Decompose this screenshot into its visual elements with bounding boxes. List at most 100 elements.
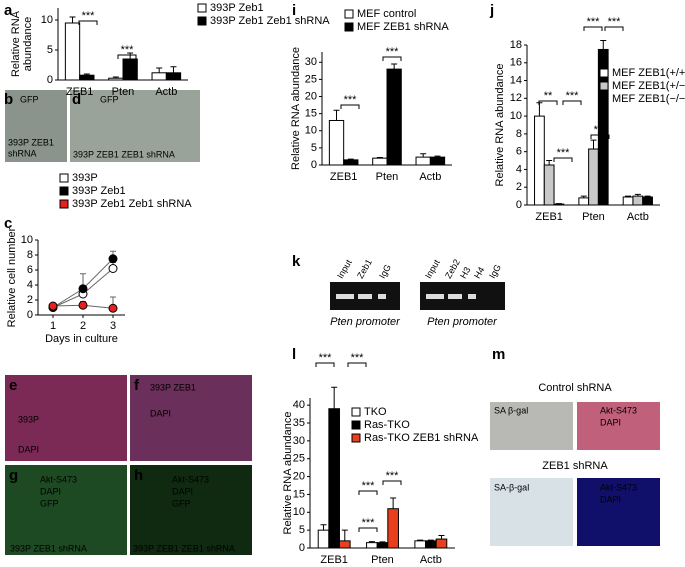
error-bar bbox=[600, 40, 607, 50]
image-label: DAPI bbox=[600, 417, 621, 427]
panel-letter: l bbox=[292, 346, 296, 363]
significance: *** bbox=[344, 94, 358, 106]
error-bar bbox=[112, 76, 119, 79]
bar bbox=[151, 72, 167, 81]
y-tick-label: 5 bbox=[311, 142, 317, 154]
legend-label: MEF control bbox=[357, 8, 416, 20]
bar bbox=[328, 408, 340, 549]
y-tick-label: 6 bbox=[516, 146, 522, 158]
significance: *** bbox=[82, 10, 96, 22]
gel-band bbox=[468, 294, 476, 299]
legend-swatch bbox=[59, 199, 69, 209]
image-label: Akt-S473 bbox=[600, 482, 637, 492]
y-tick-label: 6 bbox=[27, 264, 33, 276]
legend-label: 393P Zeb1 Zeb1 shRNA bbox=[210, 15, 330, 27]
y-tick-label: 10 bbox=[21, 234, 33, 246]
image-label: DAPI bbox=[18, 444, 39, 454]
bar bbox=[122, 58, 138, 81]
legend-swatch bbox=[59, 173, 69, 183]
error-bar bbox=[580, 195, 587, 198]
image-label: Pten promoter bbox=[427, 316, 498, 328]
micrograph bbox=[130, 375, 252, 461]
bar bbox=[386, 68, 402, 166]
image-label: Pten promoter bbox=[330, 316, 401, 328]
error-bar bbox=[341, 529, 348, 541]
bar bbox=[553, 203, 565, 206]
micrograph bbox=[5, 465, 127, 555]
legend-label: MEF ZEB1(+/+) bbox=[612, 67, 685, 79]
image-label: shRNA bbox=[8, 148, 37, 158]
bracket bbox=[78, 20, 98, 25]
x-tick-label: Actb bbox=[420, 554, 442, 566]
error-bar bbox=[391, 63, 398, 70]
y-axis-label: Relative RNA abundance bbox=[282, 412, 294, 535]
y-tick-label: 5 bbox=[299, 524, 305, 536]
image-label: 393P ZEB1 shRNA bbox=[10, 543, 87, 553]
legend-swatch bbox=[599, 81, 609, 91]
significance: *** bbox=[557, 147, 571, 159]
error-bar bbox=[417, 539, 424, 541]
significance: *** bbox=[319, 352, 333, 364]
image-label: Akt-S473 bbox=[40, 474, 77, 484]
point bbox=[108, 254, 118, 264]
micrograph bbox=[577, 402, 660, 450]
legend-label: 393P Zeb1 bbox=[210, 2, 264, 14]
error-bar bbox=[320, 524, 327, 531]
significance: *** bbox=[386, 46, 400, 58]
y-tick-label: 0 bbox=[516, 199, 522, 211]
y-tick-label: 18 bbox=[510, 39, 522, 51]
x-tick-label: 3 bbox=[110, 320, 116, 332]
point bbox=[108, 303, 118, 313]
error-bar bbox=[390, 497, 397, 509]
gel-band bbox=[448, 294, 462, 299]
y-axis-label: Relative RNA bbox=[10, 10, 22, 77]
error-bar bbox=[69, 16, 76, 23]
y-tick-label: 8 bbox=[516, 128, 522, 140]
bar bbox=[387, 508, 399, 549]
legend-label: MEF ZEB1 shRNA bbox=[357, 21, 449, 33]
legend-swatch bbox=[197, 16, 207, 26]
bar bbox=[425, 540, 437, 549]
y-tick-label: 0 bbox=[311, 159, 317, 171]
y-tick-label: 20 bbox=[305, 90, 317, 102]
panel-letter: b bbox=[4, 91, 13, 108]
y-axis-label: abundance bbox=[22, 17, 34, 71]
bracket bbox=[583, 26, 603, 31]
y-tick-label: 4 bbox=[516, 163, 522, 175]
panel-letter: g bbox=[9, 467, 18, 484]
bar bbox=[429, 156, 446, 166]
error-bar bbox=[427, 539, 434, 541]
bar bbox=[338, 540, 351, 549]
image-label: GFP bbox=[40, 498, 59, 508]
image-label: DAPI bbox=[40, 486, 61, 496]
x-tick-label: Pten bbox=[112, 86, 135, 98]
error-bar bbox=[368, 541, 375, 543]
legend-swatch bbox=[197, 3, 207, 13]
y-tick-label: 15 bbox=[305, 108, 317, 120]
panel-letter: k bbox=[292, 253, 301, 270]
bar bbox=[79, 74, 95, 81]
y-axis-label: Relative RNA abundance bbox=[494, 64, 506, 187]
bracket bbox=[590, 134, 610, 139]
gel-band bbox=[336, 294, 354, 299]
bracket bbox=[382, 56, 402, 61]
x-tick-label: Pten bbox=[371, 554, 394, 566]
bar bbox=[165, 72, 182, 81]
significance: *** bbox=[351, 352, 365, 364]
image-label: H4 bbox=[472, 265, 486, 280]
bar bbox=[366, 542, 378, 549]
y-tick-label: 2 bbox=[27, 294, 33, 306]
x-tick-label: ZEB1 bbox=[66, 86, 94, 98]
y-tick-label: 14 bbox=[510, 74, 522, 86]
image-label: Akt-S473 bbox=[172, 474, 209, 484]
legend-label: 393P Zeb1 Zeb1 shRNA bbox=[72, 198, 192, 210]
bar bbox=[328, 119, 345, 166]
point bbox=[108, 264, 118, 273]
image-label: 393P ZEB1 ZEB1 shRNA bbox=[133, 543, 235, 553]
panel-letter: m bbox=[492, 346, 505, 363]
error-bar bbox=[83, 73, 90, 76]
bracket bbox=[315, 362, 335, 367]
bar bbox=[435, 538, 448, 549]
legend-swatch bbox=[599, 94, 609, 104]
error-bar bbox=[644, 195, 651, 197]
